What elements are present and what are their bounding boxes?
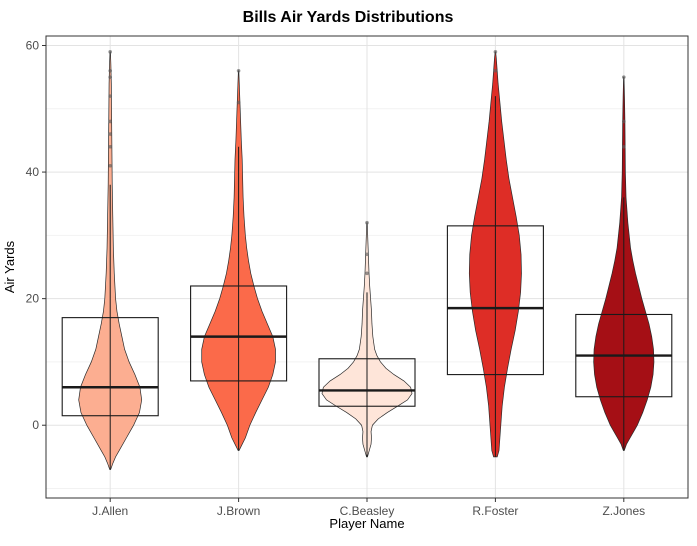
outlier-point-j-allen <box>108 75 112 79</box>
outlier-point-z-jones <box>622 119 626 124</box>
outlier-point-r-foster <box>493 69 498 73</box>
x-tick-label-z-jones: Z.Jones <box>602 504 645 518</box>
outlier-point-j-brown <box>236 69 241 73</box>
y-tick-label-40: 40 <box>26 165 40 179</box>
outlier-point-j-allen <box>108 94 112 98</box>
y-tick-label-20: 20 <box>26 292 40 306</box>
outlier-point-z-jones <box>622 144 626 149</box>
outlier-point-j-allen <box>108 50 112 54</box>
outlier-point-j-allen <box>108 163 112 168</box>
outlier-point-j-brown <box>236 100 241 105</box>
outlier-point-j-allen <box>108 132 112 136</box>
plot-area: 0 20 40 60 J.Allen J.Brown C.Beasley R.Foster Z.… <box>26 35 689 518</box>
outlier-point-j-allen <box>108 69 112 73</box>
y-tick-label-0: 0 <box>32 418 39 432</box>
y-axis-label: Air Yards <box>2 240 17 293</box>
boxplot-j-brown <box>190 285 288 382</box>
y-tick-label-60: 60 <box>26 38 40 52</box>
outlier-point-c-beasley <box>365 220 369 225</box>
x-tick-label-c-beasley: C.Beasley <box>340 504 395 518</box>
chart-title: Bills Air Yards Distributions <box>243 9 454 26</box>
outlier-point-j-allen <box>108 144 112 149</box>
x-axis-label: Player Name <box>329 516 404 531</box>
x-tick-label-j-brown: J.Brown <box>217 504 260 518</box>
boxplot-r-foster <box>446 225 544 376</box>
outlier-point-r-foster <box>493 50 498 54</box>
boxplot-c-beasley <box>318 358 416 407</box>
x-tick-label-r-foster: R.Foster <box>472 504 518 518</box>
outlier-point-j-allen <box>108 119 112 124</box>
outlier-point-c-beasley <box>365 271 369 276</box>
outlier-point-c-beasley <box>365 252 369 257</box>
outlier-point-z-jones <box>622 75 626 79</box>
x-tick-label-j-allen: J.Allen <box>92 504 128 518</box>
boxplot-j-allen <box>61 317 159 417</box>
